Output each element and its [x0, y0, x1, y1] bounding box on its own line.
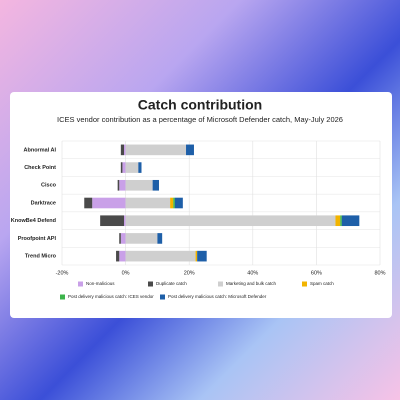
bar-segment [341, 215, 360, 227]
bar-segment [125, 197, 171, 209]
legend-swatch [302, 281, 307, 287]
bar-segment [120, 144, 125, 156]
category-label: Trend Micro [25, 254, 57, 260]
bar-segment [119, 233, 121, 244]
bar-segment [120, 162, 123, 173]
bar-segment [117, 179, 120, 191]
bar-segment [122, 162, 126, 173]
bar-segment [124, 215, 126, 227]
chart-card [10, 92, 392, 318]
x-tick-label: 60% [311, 270, 322, 276]
bar-segment [125, 162, 139, 173]
bar-segment [116, 250, 120, 262]
legend-label: Post delivery malicious catch: Microsoft… [168, 294, 267, 299]
x-tick-label: 20% [184, 270, 195, 276]
legend-swatch [60, 294, 65, 300]
bar-segment [197, 250, 207, 262]
legend-swatch [148, 281, 153, 287]
bar-segment [157, 233, 163, 244]
bar-segment [195, 250, 198, 262]
chart-subtitle: ICES vendor contribution as a percentage… [57, 115, 343, 124]
bar-segment [84, 197, 93, 209]
legend-label: Non-malicious [86, 281, 115, 286]
plot: -20% 0% 20% 40% 60% 80% Abnormal AI Check Point… [11, 140, 386, 300]
bar-segment [92, 197, 126, 209]
bar-segment [152, 179, 159, 191]
chart-title: Catch contribution [138, 97, 262, 113]
legend-swatch [78, 281, 83, 287]
category-label: Darktrace [31, 200, 56, 206]
legend-label: Marketing and bulk catch [226, 281, 277, 286]
bar-segment [100, 215, 125, 227]
x-tick-label: 80% [374, 270, 385, 276]
bar-segment [174, 197, 183, 209]
bar-segment [186, 144, 194, 156]
category-label: KnowBe4 Defend [11, 218, 56, 224]
category-label: Abnormal AI [24, 147, 57, 153]
legend-label: Post delivery malicious catch: ICES vend… [68, 294, 154, 299]
legend-swatch [218, 281, 223, 287]
bar-segment [125, 250, 196, 262]
bar-segment [340, 215, 342, 227]
bar-segment [170, 197, 174, 209]
bar-segment [335, 215, 341, 227]
bar-segment [125, 144, 187, 156]
bar-segment [125, 215, 336, 227]
bar-segment [125, 179, 153, 191]
legend-label: Spam catch [310, 281, 334, 286]
legend-swatch [160, 294, 165, 300]
bar-segment [124, 144, 126, 156]
bar-segment [125, 233, 158, 244]
bar-segment [119, 179, 126, 191]
legend-label: Duplicate catch [156, 281, 187, 286]
x-tick-label: 40% [247, 270, 258, 276]
bar-segment [173, 197, 175, 209]
bar-segment [120, 233, 126, 244]
category-label: Proofpoint API [18, 236, 57, 242]
x-tick-label: -20% [56, 270, 69, 276]
bar-segment [119, 250, 126, 262]
category-label: Cisco [41, 183, 57, 189]
x-tick-label: 0% [122, 270, 130, 276]
category-label: Check Point [24, 165, 56, 171]
bar-segment [138, 162, 142, 173]
